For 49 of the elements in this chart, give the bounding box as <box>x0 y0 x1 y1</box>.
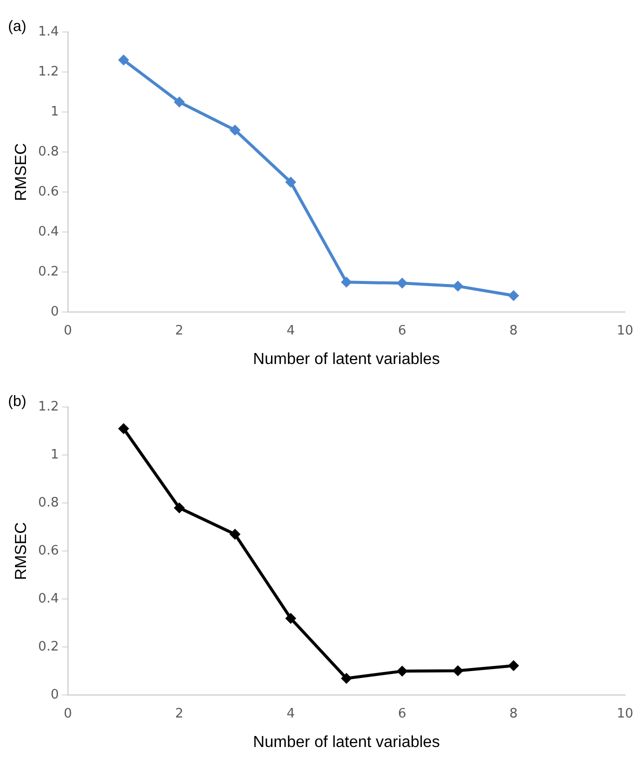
y-tick-label: 0.2 <box>38 264 59 280</box>
x-axis-title: Number of latent variables <box>253 350 440 368</box>
chart-title: (b) <box>8 393 26 410</box>
y-tick-label: 1 <box>50 447 59 462</box>
point <box>118 423 130 434</box>
point <box>285 176 296 188</box>
y-tick-label: 0 <box>50 688 59 703</box>
y-tick-label: 0.4 <box>38 224 59 240</box>
y-tick-label: 0.6 <box>38 543 59 558</box>
x-tick-label: 8 <box>509 323 518 338</box>
point <box>508 660 520 672</box>
x-tick-label: 6 <box>398 706 406 722</box>
y-axis-title: RMSEC <box>13 522 30 580</box>
x-axis-title: Number of latent variables <box>253 734 440 751</box>
y-tick-label: 1 <box>50 104 59 120</box>
point <box>285 612 296 624</box>
x-tick-label: 10 <box>616 323 634 338</box>
x-tick-label: 8 <box>509 706 518 722</box>
point <box>174 96 185 108</box>
chart-title: (a) <box>8 18 26 36</box>
x-tick-label: 0 <box>64 323 72 338</box>
y-tick-label: 1.2 <box>38 399 59 414</box>
point <box>508 290 520 302</box>
y-tick-label: 0.2 <box>38 640 59 655</box>
y-tick-label: 0.6 <box>38 184 59 200</box>
point <box>118 54 130 66</box>
x-tick-label: 4 <box>286 323 295 338</box>
x-tick-label: 4 <box>286 706 295 722</box>
point <box>340 276 352 288</box>
point <box>452 280 464 292</box>
x-tick-label: 6 <box>398 323 406 338</box>
y-tick-label: 0 <box>50 304 59 320</box>
x-tick-label: 10 <box>616 706 634 722</box>
point <box>452 665 464 676</box>
point <box>396 666 408 677</box>
y-tick-label: 0.8 <box>38 495 59 510</box>
x-tick-label: 0 <box>64 706 72 722</box>
point <box>174 502 185 514</box>
point <box>230 124 241 136</box>
point <box>396 278 408 289</box>
y-tick-label: 1.2 <box>38 64 59 80</box>
y-tick-label: 1.4 <box>38 24 59 40</box>
y-tick-label: 0.4 <box>38 592 59 607</box>
point <box>230 528 241 540</box>
x-tick-label: 2 <box>175 706 184 722</box>
y-axis-title: RMSEC <box>13 143 30 201</box>
point <box>340 672 352 684</box>
x-tick-label: 2 <box>175 323 184 338</box>
y-tick-label: 0.8 <box>38 144 59 160</box>
